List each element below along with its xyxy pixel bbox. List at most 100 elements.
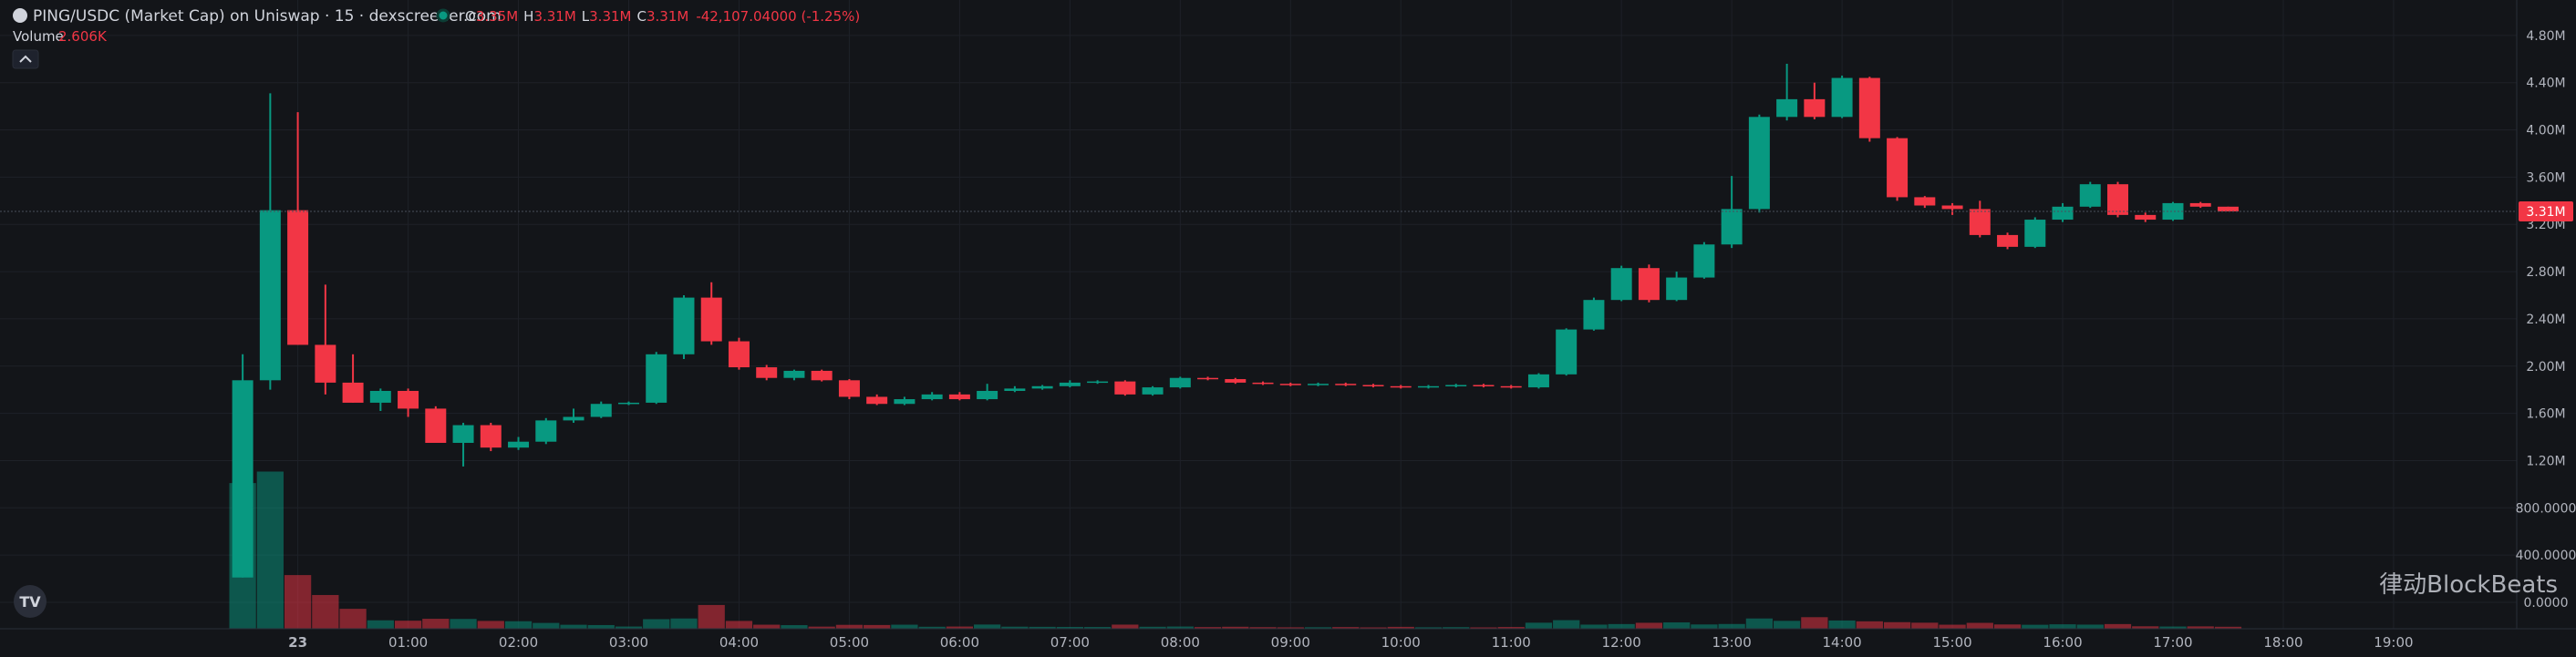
- volume-bar: [1112, 624, 1139, 629]
- candle-body: [1142, 387, 1164, 395]
- volume-bar: [1304, 627, 1332, 629]
- volume-bar: [698, 604, 725, 629]
- candle-body: [2052, 206, 2074, 221]
- candle-body: [1831, 77, 1853, 118]
- volume-bar: [1139, 626, 1166, 629]
- volume-bar: [1083, 627, 1112, 629]
- volume-bar: [1993, 624, 2022, 629]
- volume-bar: [2022, 624, 2049, 629]
- volume-bar: [1828, 620, 1856, 629]
- volume-bar: [256, 471, 284, 629]
- candle-body: [2217, 206, 2239, 211]
- candle-body: [1308, 384, 1329, 385]
- candle-body: [838, 380, 860, 397]
- y-tick-label: 0.0000: [2524, 596, 2569, 611]
- y-tick-label: 1.60M: [2526, 407, 2565, 422]
- candle-body: [756, 367, 778, 378]
- candle-body: [1583, 300, 1605, 330]
- volume-bar: [1249, 627, 1277, 629]
- grid: [0, 0, 2517, 629]
- tv-logo[interactable]: TV: [14, 585, 47, 618]
- x-tick-label: 03:00: [609, 634, 648, 651]
- candle-body: [1059, 382, 1081, 386]
- candle-body: [948, 394, 970, 400]
- x-tick-label: 01:00: [388, 634, 428, 651]
- candle-body: [728, 341, 750, 368]
- candle-body: [1858, 77, 1880, 139]
- x-tick-label: 09:00: [1271, 634, 1310, 651]
- candle-body: [2107, 184, 2129, 215]
- candle-body: [1445, 385, 1467, 387]
- candle-body: [1335, 384, 1357, 385]
- candle-body: [1748, 117, 1770, 210]
- volume-name: Volume: [13, 28, 64, 45]
- y-tick-label: 1.20M: [2526, 454, 2565, 468]
- candle-body: [2079, 184, 2101, 207]
- volume-bar: [1497, 627, 1525, 629]
- volume-bar: [284, 575, 312, 629]
- x-tick-label: 02:00: [499, 634, 538, 651]
- volume-bar: [533, 622, 560, 629]
- candle-body: [1114, 381, 1136, 395]
- candle-body: [1969, 209, 1991, 235]
- candle-body: [452, 425, 474, 444]
- volume-bar: [560, 624, 587, 629]
- volume-bar: [2049, 624, 2076, 629]
- legend-key: C: [636, 8, 646, 25]
- volume-bar: [918, 626, 946, 629]
- volume-bar: [2132, 626, 2159, 629]
- volume-bar: [1443, 627, 1470, 629]
- volume-bar: [1608, 623, 1635, 629]
- legend-key: O: [465, 8, 476, 25]
- volume-bar: [1939, 624, 1966, 629]
- volume-bar: [643, 619, 670, 629]
- candle-body: [425, 408, 447, 444]
- candle-body: [783, 370, 805, 378]
- volume-bar: [422, 619, 450, 629]
- chart-title: PING/USDC (Market Cap) on Uniswap · 15 ·…: [33, 7, 502, 26]
- legend-change: -42,107.04000 (-1.25%): [696, 8, 860, 25]
- candle-body: [1279, 384, 1301, 385]
- y-tick-label: 4.80M: [2526, 29, 2565, 44]
- x-tick-label: 07:00: [1050, 634, 1090, 651]
- candle-body: [480, 425, 502, 448]
- candle-body: [1004, 388, 1026, 391]
- candle-body: [1031, 385, 1053, 389]
- volume-bar: [1194, 627, 1222, 629]
- candle-body: [1997, 234, 2019, 247]
- volume-bar: [946, 626, 974, 629]
- logo-circle: [14, 585, 47, 618]
- collapse-icon: [19, 55, 32, 63]
- candle-body: [1887, 138, 1909, 198]
- y-tick-label: 4.40M: [2526, 77, 2565, 91]
- x-tick-label: 12:00: [1602, 634, 1641, 651]
- volume-bar: [1718, 623, 1745, 629]
- y-tick-label: 2.00M: [2526, 360, 2565, 375]
- volume-bar: [1911, 622, 1939, 629]
- legend-value: 3.35M: [476, 8, 518, 25]
- volume-bar: [367, 620, 394, 629]
- volume-bar: [1663, 622, 1691, 629]
- last-price-label: 3.31M: [2526, 205, 2565, 220]
- volume-bar: [1580, 624, 1608, 629]
- volume-bar: [615, 626, 643, 629]
- volume-bar: [1056, 626, 1083, 629]
- candle-body: [508, 441, 530, 448]
- legend-value: 3.31M: [589, 8, 631, 25]
- y-tick-label: 2.40M: [2526, 313, 2565, 327]
- candle-body: [673, 297, 695, 354]
- volume-bar: [1029, 626, 1056, 629]
- header: PING/USDC (Market Cap) on Uniswap · 15 ·…: [12, 7, 860, 69]
- candle-body: [2024, 220, 2046, 247]
- candle-body: [811, 370, 833, 381]
- candle-body: [1914, 197, 1936, 206]
- x-tick-label: 05:00: [830, 634, 869, 651]
- candle-body: [232, 380, 253, 578]
- candle-body: [563, 416, 585, 421]
- x-tick-label: 23: [288, 634, 307, 651]
- volume-bar: [1525, 622, 1553, 629]
- y-tick-label: 2.80M: [2526, 265, 2565, 280]
- collapse-button[interactable]: [12, 49, 39, 69]
- candle-body: [259, 210, 281, 381]
